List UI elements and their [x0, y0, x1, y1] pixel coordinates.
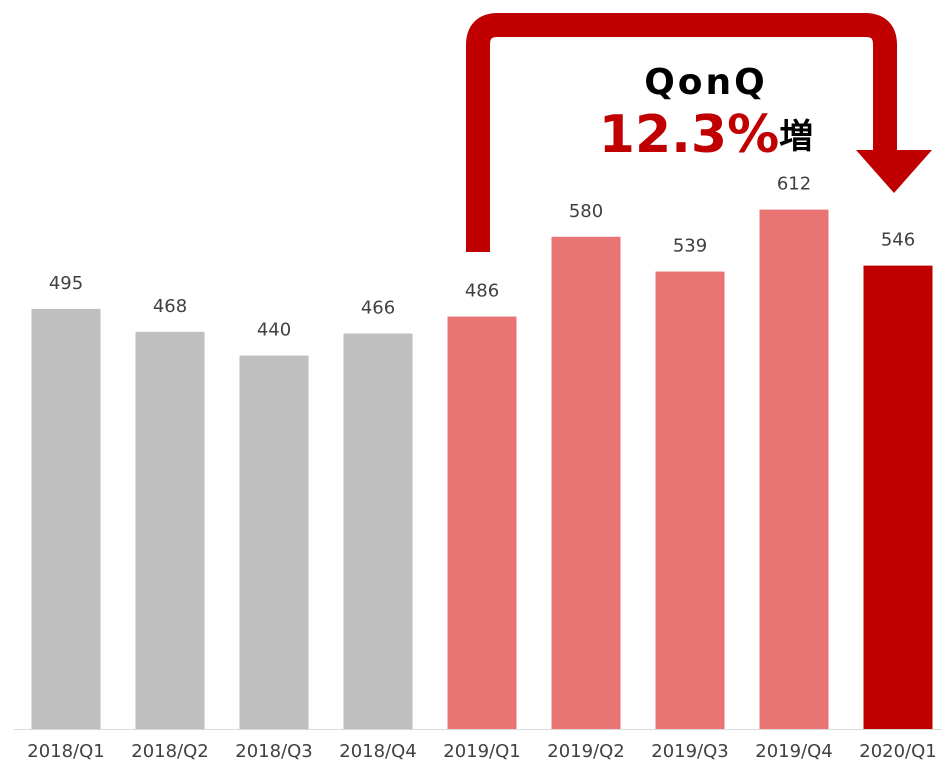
value-label: 546 [881, 230, 915, 251]
x-tick-label: 2019/Q3 [651, 741, 729, 762]
annotation-change: 12.3% [599, 105, 779, 165]
annotation-change-line: 12.3%増 [599, 105, 813, 165]
bar [759, 209, 829, 729]
bar [447, 316, 517, 729]
bar [863, 265, 933, 729]
arrow [466, 13, 897, 252]
x-tick-label: 2020/Q1 [859, 741, 937, 762]
x-tick-label: 2019/Q2 [547, 741, 625, 762]
bar [551, 236, 621, 729]
value-label: 580 [569, 201, 603, 222]
bar [655, 271, 725, 729]
x-tick-label: 2018/Q4 [339, 741, 417, 762]
x-tick-label: 2019/Q4 [755, 741, 833, 762]
value-label: 468 [153, 296, 187, 317]
x-tick-label: 2018/Q3 [235, 741, 313, 762]
bar [343, 333, 413, 729]
x-tick-label: 2018/Q2 [131, 741, 209, 762]
x-tick-label: 2018/Q1 [27, 741, 105, 762]
value-label: 440 [257, 320, 291, 341]
annotation-title: QonQ [644, 62, 768, 103]
bar [239, 355, 309, 729]
value-label: 486 [465, 281, 499, 302]
value-label: 495 [49, 273, 83, 294]
arrow-head [856, 150, 932, 193]
bar [31, 308, 101, 729]
value-label: 612 [777, 174, 811, 195]
value-label: 539 [673, 236, 707, 257]
annotation-suffix: 増 [779, 117, 813, 157]
x-tick-label: 2019/Q1 [443, 741, 521, 762]
value-label: 466 [361, 298, 395, 319]
bar [135, 331, 205, 729]
